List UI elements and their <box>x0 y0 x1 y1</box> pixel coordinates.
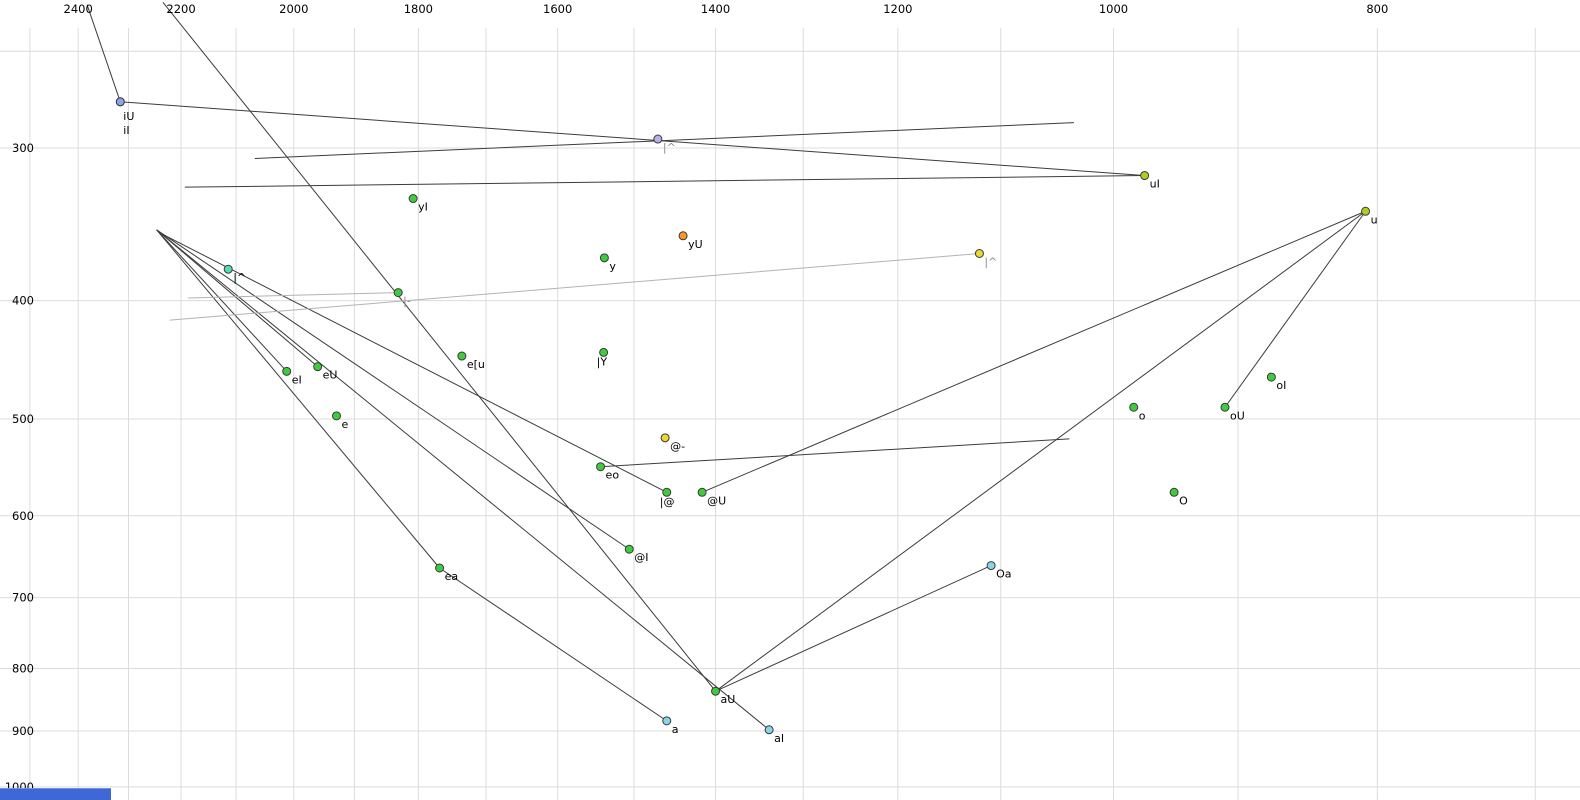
point-label: y <box>609 260 616 273</box>
data-point[interactable] <box>313 362 323 372</box>
diphthong-trajectory-line <box>715 210 1366 692</box>
point-label: |^ <box>984 255 997 268</box>
diphthong-trajectory-line <box>1224 210 1366 408</box>
data-point[interactable] <box>624 544 634 554</box>
point-label: ea <box>445 570 459 583</box>
diphthong-trajectory-line <box>156 229 288 372</box>
data-point[interactable] <box>223 264 233 274</box>
data-point[interactable] <box>1266 372 1276 382</box>
point-label: iI <box>123 124 129 137</box>
y-tick-label: 400 <box>12 294 34 308</box>
data-point[interactable] <box>599 253 609 263</box>
y-tick-label: 700 <box>12 591 34 605</box>
data-point[interactable] <box>1140 171 1150 181</box>
x-tick-label: 1400 <box>701 2 730 16</box>
point-label: eU <box>323 369 338 382</box>
point-label: uI <box>1150 178 1160 191</box>
point-label: oI <box>1276 379 1286 392</box>
diphthong-trajectory-line <box>701 210 1366 493</box>
diphthong-trajectory-line <box>169 252 980 321</box>
point-label: u <box>1371 213 1378 226</box>
data-point[interactable] <box>662 487 672 497</box>
point-label: |Y <box>597 355 608 368</box>
x-tick-label: 1000 <box>1099 2 1128 16</box>
diphthong-trajectory-line <box>600 438 1070 468</box>
point-label: |- <box>403 295 411 308</box>
point-label: |^ <box>663 141 676 154</box>
x-tick-label: 2400 <box>64 2 93 16</box>
data-point[interactable] <box>332 411 342 421</box>
data-point[interactable] <box>678 231 688 241</box>
point-label: a <box>672 723 679 736</box>
point-label: oU <box>1230 409 1245 422</box>
data-point[interactable] <box>660 433 670 443</box>
point-label: @U <box>707 494 726 507</box>
diphthong-trajectory-line <box>159 232 667 493</box>
diphthong-trajectory-line <box>156 229 440 569</box>
diphthong-trajectory-line <box>188 292 399 299</box>
y-tick-label: 800 <box>12 661 34 675</box>
data-point[interactable] <box>1361 206 1371 216</box>
data-point[interactable] <box>115 97 125 107</box>
data-point[interactable] <box>653 134 663 144</box>
y-tick-label: 300 <box>12 141 34 155</box>
diphthong-trajectory-line <box>254 122 1074 159</box>
diphthong-trajectory-line <box>156 229 318 368</box>
data-point[interactable] <box>662 716 672 726</box>
data-point[interactable] <box>764 725 774 735</box>
diphthong-trajectory-line <box>184 175 1145 188</box>
point-label: e <box>342 418 349 431</box>
point-label: aI <box>774 732 784 745</box>
data-point[interactable] <box>282 366 292 376</box>
bottom-left-blue-bar <box>0 788 111 800</box>
data-point[interactable] <box>408 194 418 204</box>
point-label: O <box>1179 494 1188 507</box>
diphthong-trajectory-line <box>439 567 668 722</box>
point-label: @I <box>634 551 648 564</box>
diphthong-trajectory-line <box>120 101 1145 177</box>
point-label: eI <box>292 373 302 386</box>
diphthong-trajectory-line <box>156 229 630 550</box>
point-label: aU <box>721 693 736 706</box>
data-point[interactable] <box>435 563 445 573</box>
data-point[interactable] <box>974 248 984 258</box>
y-tick-label: 500 <box>12 412 34 426</box>
diphthong-trajectory-line <box>86 4 121 102</box>
y-tick-label: 600 <box>12 509 34 523</box>
data-point[interactable] <box>1169 487 1179 497</box>
point-label: yI <box>418 201 428 214</box>
y-tick-label: 900 <box>12 724 34 738</box>
x-tick-label: 2000 <box>279 2 308 16</box>
x-tick-label: 1200 <box>883 2 912 16</box>
point-label: Oa <box>996 568 1011 581</box>
point-label: e[u <box>467 358 485 371</box>
point-label: |^ <box>233 271 246 284</box>
diphthong-trajectory-line <box>162 2 716 692</box>
data-point[interactable] <box>697 487 707 497</box>
data-point[interactable] <box>393 288 403 298</box>
point-label: yU <box>688 238 703 251</box>
data-point[interactable] <box>1220 402 1230 412</box>
data-point[interactable] <box>986 561 996 571</box>
point-label: o <box>1139 409 1146 422</box>
x-tick-label: 2200 <box>166 2 195 16</box>
point-label: |@ <box>660 495 675 508</box>
x-tick-label: 1600 <box>543 2 572 16</box>
diphthong-trajectory-line <box>715 565 992 692</box>
x-tick-label: 800 <box>1366 2 1388 16</box>
data-point[interactable] <box>596 462 606 472</box>
data-point[interactable] <box>711 686 721 696</box>
point-label: iU <box>123 110 134 123</box>
point-label: eo <box>606 469 620 482</box>
data-point[interactable] <box>599 347 609 357</box>
diphthong-trajectory-line <box>156 229 770 731</box>
x-tick-label: 1800 <box>404 2 433 16</box>
point-label: @- <box>670 440 685 453</box>
data-point[interactable] <box>1129 402 1139 412</box>
data-point[interactable] <box>457 351 467 361</box>
